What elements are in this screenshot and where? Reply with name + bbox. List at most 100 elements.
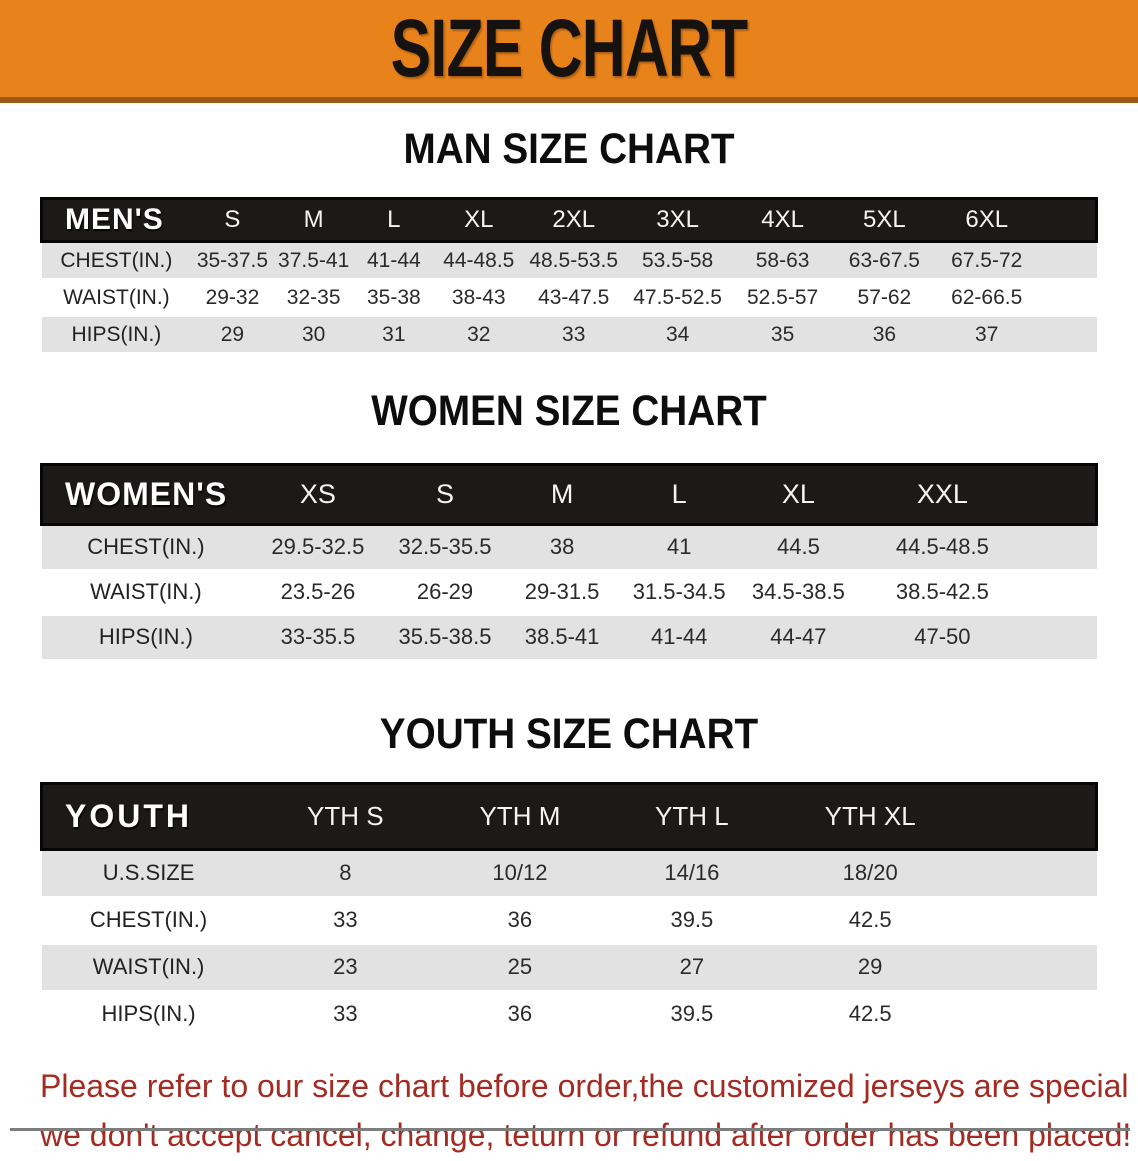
measurement-value: 38.5-41 bbox=[504, 613, 620, 659]
measurement-row: U.S.SIZE 8 10/12 14/16 18/20 bbox=[41, 848, 1097, 897]
row-label: CHEST(IN.) bbox=[41, 895, 256, 944]
row-label: WAIST(IN.) bbox=[41, 278, 192, 317]
womens-section-heading: WOMEN SIZE CHART bbox=[371, 387, 767, 436]
filler-cell bbox=[1038, 197, 1099, 244]
measurement-value: 29 bbox=[191, 315, 274, 353]
measurement-value: 36 bbox=[435, 895, 605, 944]
measurement-value: 30 bbox=[273, 315, 354, 353]
banner-title: SIZE CHART bbox=[390, 2, 748, 94]
measurement-value: 42.5 bbox=[778, 989, 962, 1037]
size-column-header: L bbox=[353, 197, 434, 244]
table-corner-label: YOUTH bbox=[39, 781, 256, 851]
measurement-value: 39.5 bbox=[604, 895, 779, 944]
measurement-value: 29 bbox=[778, 942, 962, 991]
womens-size-table: WOMEN'S XS S M L XL XXL CHEST(IN.) 29.5-32.5 32.5… bbox=[40, 462, 1098, 659]
size-column-header: 2XL bbox=[523, 197, 624, 244]
measurement-value: 37.5-41 bbox=[273, 240, 354, 280]
disclaimer-line-2: we don't accept cancel, change, teturn o… bbox=[40, 1117, 1132, 1154]
measurement-value: 32-35 bbox=[273, 278, 354, 317]
measurement-row: CHEST(IN.) 33 36 39.5 42.5 bbox=[41, 895, 1097, 944]
size-column-header: YTH S bbox=[255, 781, 435, 851]
measurement-value: 33 bbox=[255, 989, 435, 1037]
disclaimer-text: Please refer to our size chart before or… bbox=[40, 1062, 1138, 1161]
measurement-value: 58-63 bbox=[731, 240, 834, 280]
measurement-row: HIPS(IN.) 29 30 31 32 33 34 35 36 37 bbox=[41, 315, 1097, 353]
filler-cell bbox=[1026, 523, 1097, 570]
measurement-value: 44-47 bbox=[738, 613, 858, 659]
measurement-value: 23.5-26 bbox=[250, 568, 386, 615]
size-column-header: YTH XL bbox=[778, 781, 962, 851]
measurement-value: 26-29 bbox=[385, 568, 505, 615]
measurement-value: 38.5-42.5 bbox=[858, 568, 1027, 615]
measurement-value: 67.5-72 bbox=[935, 240, 1039, 280]
row-label: HIPS(IN.) bbox=[41, 613, 251, 659]
measurement-value: 27 bbox=[604, 942, 779, 991]
youth-size-table: YOUTH YTH S YTH M YTH L YTH XL U.S.SIZE 8 10/12… bbox=[39, 781, 1099, 1037]
measurement-value: 32.5-35.5 bbox=[385, 523, 505, 570]
filler-cell bbox=[961, 942, 1097, 991]
measurement-value: 57-62 bbox=[833, 278, 936, 317]
row-label: WAIST(IN.) bbox=[41, 942, 256, 991]
measurement-value: 38-43 bbox=[433, 278, 524, 317]
size-column-header: 5XL bbox=[833, 197, 936, 244]
filler-cell bbox=[961, 895, 1097, 944]
size-column-header: XL bbox=[433, 197, 524, 244]
size-column-header: S bbox=[191, 197, 274, 244]
size-column-header: 4XL bbox=[731, 197, 834, 244]
measurement-value: 29-31.5 bbox=[504, 568, 620, 615]
measurement-value: 48.5-53.5 bbox=[523, 240, 624, 280]
table-header-row: MEN'S S M L XL 2XL 3XL 4XL 5XL 6XL bbox=[40, 197, 1099, 244]
row-label: HIPS(IN.) bbox=[41, 989, 256, 1037]
mens-size-section: MAN SIZE CHART MEN'S S M L XL 2XL 3XL 4XL 5XL 6XL… bbox=[0, 103, 1138, 353]
size-column-header: 6XL bbox=[935, 197, 1039, 244]
filler-cell bbox=[1038, 278, 1097, 317]
measurement-value: 14/16 bbox=[604, 848, 779, 897]
measurement-value: 25 bbox=[435, 942, 605, 991]
filler-cell bbox=[1026, 568, 1097, 615]
size-column-header: XL bbox=[738, 462, 858, 526]
measurement-value: 47-50 bbox=[858, 613, 1027, 659]
filler-cell bbox=[1026, 613, 1097, 659]
measurement-value: 31.5-34.5 bbox=[619, 568, 739, 615]
measurement-value: 33 bbox=[523, 315, 624, 353]
filler-cell bbox=[961, 848, 1097, 897]
measurement-value: 36 bbox=[435, 989, 605, 1037]
measurement-row: WAIST(IN.) 29-32 32-35 35-38 38-43 43-47.5 47.… bbox=[41, 278, 1097, 317]
measurement-value: 44-48.5 bbox=[433, 240, 524, 280]
measurement-value: 33-35.5 bbox=[250, 613, 386, 659]
mens-size-table: MEN'S S M L XL 2XL 3XL 4XL 5XL 6XL CHEST(IN.) 35-37… bbox=[40, 197, 1099, 353]
size-column-header: S bbox=[385, 462, 505, 526]
measurement-row: WAIST(IN.) 23 25 27 29 bbox=[41, 942, 1097, 991]
table-corner-label: MEN'S bbox=[40, 197, 192, 244]
measurement-value: 18/20 bbox=[778, 848, 962, 897]
measurement-value: 41 bbox=[619, 523, 739, 570]
measurement-value: 35 bbox=[731, 315, 834, 353]
size-column-header: 3XL bbox=[623, 197, 732, 244]
measurement-value: 39.5 bbox=[604, 989, 779, 1037]
measurement-value: 35.5-38.5 bbox=[385, 613, 505, 659]
bottom-divider bbox=[10, 1128, 1130, 1131]
row-label: U.S.SIZE bbox=[41, 848, 256, 897]
size-column-header: M bbox=[504, 462, 620, 526]
measurement-value: 53.5-58 bbox=[623, 240, 732, 280]
measurement-value: 42.5 bbox=[778, 895, 962, 944]
measurement-value: 33 bbox=[255, 895, 435, 944]
size-column-header: YTH L bbox=[604, 781, 779, 851]
size-column-header: M bbox=[273, 197, 354, 244]
youth-section-heading: YOUTH SIZE CHART bbox=[379, 709, 759, 758]
measurement-row: CHEST(IN.) 29.5-32.5 32.5-35.5 38 41 44.5 44.5… bbox=[41, 523, 1097, 570]
table-header-row: YOUTH YTH S YTH M YTH L YTH XL bbox=[39, 781, 1099, 851]
measurement-value: 29.5-32.5 bbox=[250, 523, 386, 570]
size-column-header: YTH M bbox=[435, 781, 605, 851]
measurement-value: 29-32 bbox=[191, 278, 274, 317]
measurement-value: 35-38 bbox=[353, 278, 434, 317]
measurement-value: 41-44 bbox=[619, 613, 739, 659]
measurement-value: 34 bbox=[623, 315, 732, 353]
measurement-row: CHEST(IN.) 35-37.5 37.5-41 41-44 44-48.5 48.5… bbox=[41, 240, 1097, 280]
womens-size-section: WOMEN SIZE CHART WOMEN'S XS S M L XL XXL CHEST(… bbox=[0, 352, 1138, 659]
measurement-value: 32 bbox=[433, 315, 524, 353]
measurement-value: 44.5-48.5 bbox=[858, 523, 1027, 570]
filler-cell bbox=[1026, 462, 1098, 526]
row-label: HIPS(IN.) bbox=[41, 315, 192, 353]
measurement-value: 23 bbox=[255, 942, 435, 991]
